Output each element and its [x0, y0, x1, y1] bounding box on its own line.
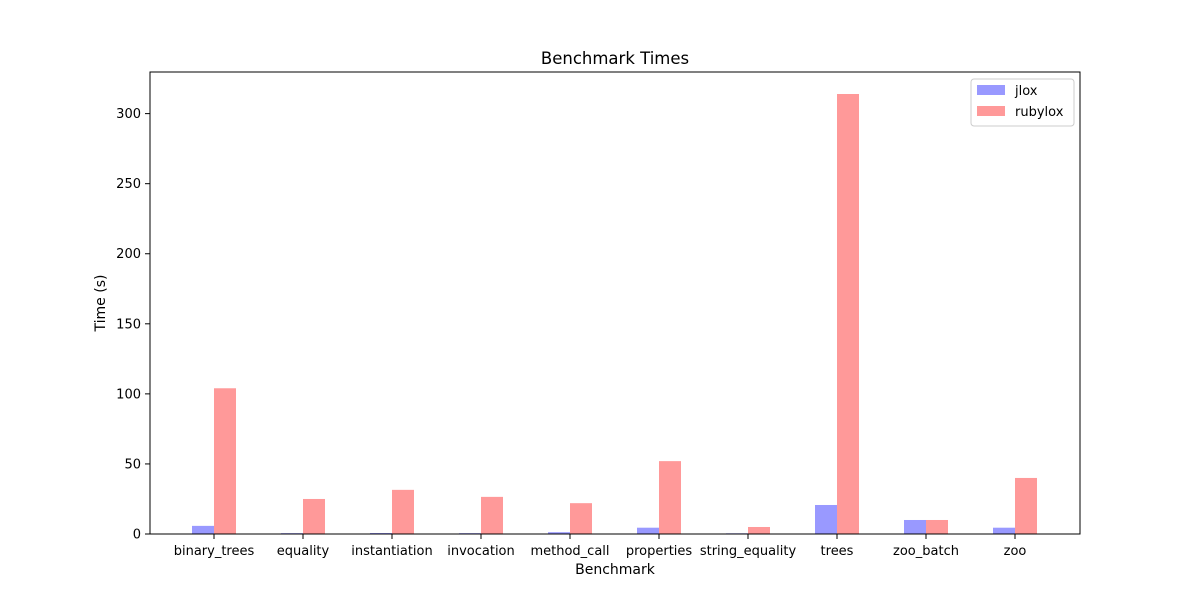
x-tick-label-invocation: invocation [447, 544, 515, 559]
x-tick-label-method-call: method_call [530, 544, 609, 559]
bar-rubylox-equality [303, 498, 325, 534]
plot-frame [149, 71, 1081, 535]
y-tick-label: 300 [116, 107, 141, 122]
y-tick-label: 0 [133, 528, 141, 543]
y-tick-label: 150 [116, 317, 141, 332]
bar-rubylox-trees [837, 94, 859, 534]
x-tick-label-binary-trees: binary_trees [174, 544, 255, 559]
legend-swatch-rubylox [977, 106, 1005, 116]
x-tick-label-equality: equality [277, 544, 330, 559]
y-tick-label: 100 [116, 387, 141, 402]
y-tick-label: 250 [116, 177, 141, 192]
bar-rubylox-zoo-batch [926, 519, 948, 534]
y-axis-ticks: 0 50 100 150 200 250 300 [116, 107, 150, 543]
bar-rubylox-properties [659, 461, 681, 534]
bar-rubylox-instantiation [392, 489, 414, 534]
bar-rubylox-string-equality [748, 526, 770, 534]
x-tick-label-trees: trees [821, 544, 854, 559]
legend-label-jlox: jlox [1014, 84, 1038, 99]
chart-title: Benchmark Times [541, 49, 689, 68]
x-tick-label-instantiation: instantiation [351, 544, 433, 559]
legend-label-rubylox: rubylox [1015, 105, 1064, 120]
y-tick-label: 50 [124, 457, 141, 472]
x-tick-label-zoo: zoo [1004, 544, 1027, 559]
bar-rubylox-invocation [481, 496, 503, 534]
x-tick-label-properties: properties [626, 544, 693, 559]
x-tick-label-zoo-batch: zoo_batch [893, 544, 959, 559]
x-tick-label-string-equality: string_equality [700, 544, 797, 559]
y-tick-label: 200 [116, 247, 141, 262]
legend-swatch-jlox [977, 85, 1005, 95]
bar-jlox-trees [815, 504, 837, 534]
bar-jlox-binary-trees [192, 525, 214, 534]
x-axis-ticks: binary_trees equality instantiation invocat… [174, 534, 1027, 559]
bar-jlox-properties [637, 527, 659, 534]
bar-rubylox-binary-trees [214, 388, 236, 534]
bar-rubylox-method-call [570, 503, 592, 534]
bar-jlox-zoo [993, 527, 1015, 534]
bars-group [192, 94, 1037, 534]
bar-jlox-zoo-batch [904, 519, 926, 534]
bar-jlox-method-call [548, 532, 570, 534]
x-axis-title: Benchmark [575, 562, 656, 578]
legend: jlox rubylox [970, 78, 1075, 127]
y-axis-title: Time (s) [93, 275, 109, 333]
bar-rubylox-zoo [1015, 477, 1037, 534]
